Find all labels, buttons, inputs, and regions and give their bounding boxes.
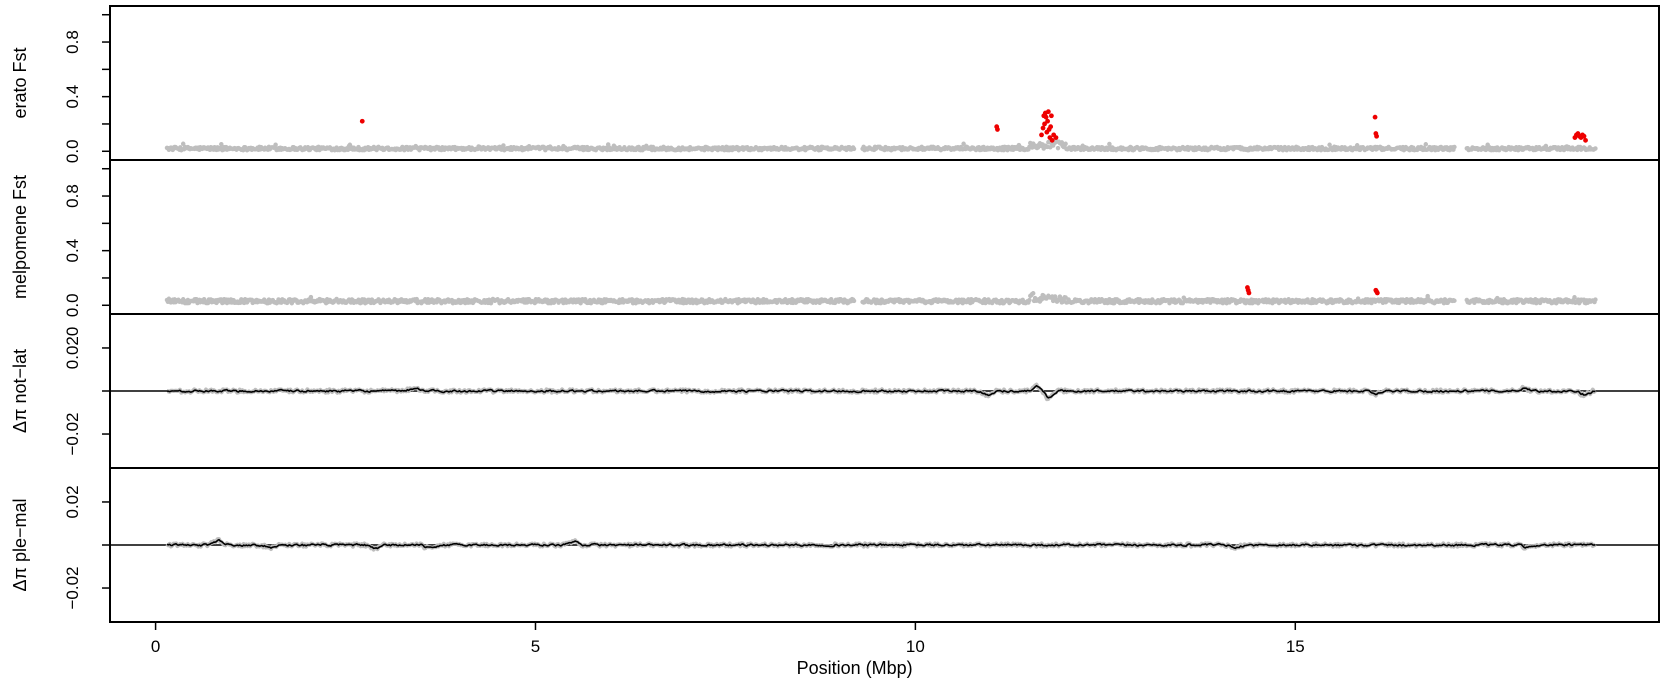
y-tick-label: 0.02 (63, 485, 82, 518)
y-axis-title: Δπ not−lat (10, 349, 30, 433)
highlight-point (1374, 133, 1379, 139)
x-axis: 0 5 10 15 Position (Mbp) (151, 622, 1305, 678)
y-tick-label: 0.0 (63, 293, 82, 317)
y-tick-label: 0.0 (63, 139, 82, 163)
panel-dpi-ple-mal: −0.02 0.02 Δπ ple−mal (10, 467, 1660, 623)
smoothed-track (166, 384, 1596, 399)
y-axis-title: Δπ ple−mal (10, 499, 30, 592)
panel-dpi-not-lat: −0.02 0.020 Δπ not−lat (10, 313, 1660, 469)
highlight-point (1246, 290, 1252, 296)
x-tick-label: 0 (151, 637, 160, 656)
panel-frame (109, 5, 1660, 161)
x-tick-label: 5 (531, 637, 540, 656)
panels: 0.0 0.4 0.8 erato Fst 0.0 0.4 0.8 melpomene Fst… (10, 5, 1660, 623)
highlight-point (1583, 137, 1588, 143)
highlight-point (359, 118, 365, 124)
highlight-point (1043, 114, 1049, 120)
highlight-point (1374, 290, 1380, 296)
y-tick-label: 0.020 (63, 327, 82, 370)
y-tick-label: 0.4 (63, 85, 82, 109)
y-axis-title: erato Fst (10, 47, 30, 118)
y-tick-label: −0.02 (63, 413, 82, 456)
smoothed-track (166, 538, 1596, 550)
y-tick-label: 0.4 (63, 239, 82, 263)
panel-melpomene-fst: 0.0 0.4 0.8 melpomene Fst (10, 159, 1660, 317)
x-axis-title: Position (Mbp) (797, 658, 913, 678)
highlight-point (1039, 132, 1044, 138)
highlight-point (1045, 118, 1050, 124)
highlight-point (1040, 125, 1046, 131)
background-points (164, 291, 1598, 306)
x-tick-label: 15 (1286, 637, 1305, 656)
y-tick-label: −0.02 (63, 567, 82, 610)
background-points (164, 138, 1598, 153)
highlight-point (1048, 124, 1054, 130)
highlight-point (1372, 114, 1378, 120)
y-tick-label: 0.8 (63, 30, 82, 54)
highlight-point (1045, 109, 1051, 115)
raw-track (166, 382, 1597, 402)
highlight-point (1048, 113, 1054, 119)
highlight-point (1049, 137, 1055, 143)
y-tick-label: 0.8 (63, 184, 82, 208)
highlight-point (1581, 133, 1587, 139)
highlight-point (1053, 135, 1059, 141)
y-axis-title: melpomene Fst (10, 175, 30, 299)
x-tick-label: 10 (906, 637, 925, 656)
highlight-point (995, 127, 1000, 132)
panel-frame (109, 159, 1660, 315)
panel-erato-fst: 0.0 0.4 0.8 erato Fst (10, 5, 1660, 163)
